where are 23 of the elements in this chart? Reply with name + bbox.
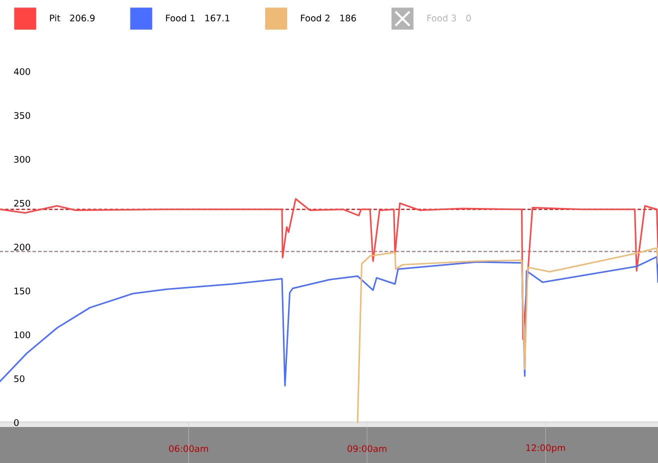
x-tick-label: 06:00am (169, 445, 208, 452)
x-tick-label: 09:00am (348, 445, 386, 452)
y-tick-label: 250 (14, 200, 30, 207)
legend-label: Food 1 (166, 14, 195, 22)
x-tick-label: 12:00pm (526, 444, 565, 453)
y-tick-label: 350 (14, 112, 30, 119)
text: 167.1 (205, 14, 230, 22)
y-tick-label: 200 (14, 244, 30, 251)
y-tick-label: 150 (14, 288, 30, 294)
y-tick-label: 100 (14, 331, 30, 338)
line-series (0, 256, 658, 387)
legend-label: Food 3 (427, 14, 456, 22)
y-tick-label: 300 (14, 156, 30, 163)
text: 0 (466, 14, 471, 22)
y-tick-label: 400 (14, 68, 30, 76)
y-tick-label: 0 (14, 419, 19, 426)
legend-label: Pit (50, 14, 60, 22)
line-series (0, 198, 658, 340)
legend-label: Food 2 (301, 14, 330, 22)
y-tick-label: 50 (14, 375, 24, 382)
text: 186 (340, 14, 356, 22)
text: 206.9 (70, 14, 95, 22)
line-series (356, 247, 658, 424)
